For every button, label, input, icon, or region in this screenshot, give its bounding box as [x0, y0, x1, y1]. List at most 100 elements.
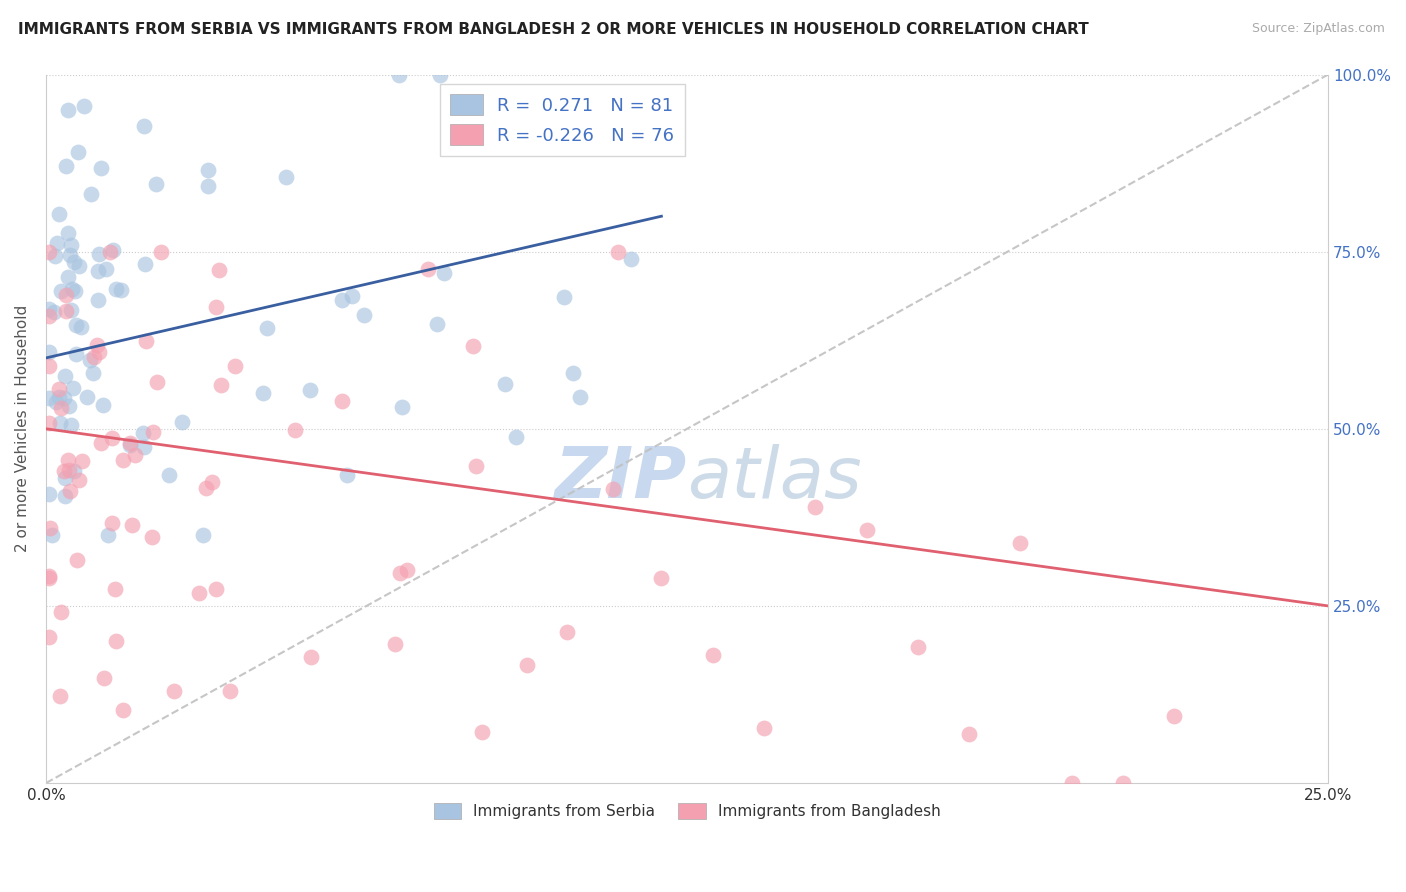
Point [111, 703, 134, 717]
Point [804, 500, 827, 514]
Point [55, 288, 77, 302]
Point [471, 725, 494, 739]
Point [208, 262, 231, 277]
Point [53, 471, 76, 485]
Point [256, 320, 278, 334]
Point [90, 161, 112, 175]
Point [187, 586, 209, 600]
Point [120, 438, 142, 452]
Point [38, 345, 60, 359]
Point [100, 431, 122, 445]
Point [49, 605, 72, 619]
Point [568, 390, 591, 404]
Point [70, 320, 93, 334]
Point [284, 423, 307, 437]
Point [60, 282, 83, 296]
Point [72, 99, 94, 113]
Point [1010, 536, 1032, 550]
Point [274, 169, 297, 184]
Point [135, 334, 157, 348]
Point [56, 270, 79, 285]
Point [51, 284, 73, 298]
Point [58, 226, 80, 240]
Point [48, 382, 70, 396]
Point [63, 285, 86, 299]
Point [48, 207, 70, 221]
Point [100, 516, 122, 530]
Point [205, 582, 228, 596]
Point [87, 293, 110, 307]
Point [606, 244, 628, 259]
Point [53, 368, 76, 383]
Point [90, 436, 112, 450]
Point [418, 262, 440, 277]
Point [86, 338, 108, 352]
Y-axis label: 2 or more Vehicles in Household: 2 or more Vehicles in Household [15, 305, 30, 552]
Point [602, 483, 624, 497]
Point [59, 303, 82, 318]
Point [957, 726, 980, 740]
Point [44, 248, 66, 262]
Point [561, 366, 583, 380]
Point [110, 283, 132, 297]
Point [204, 301, 226, 315]
Point [855, 523, 877, 537]
Point [494, 377, 516, 392]
Point [163, 684, 186, 698]
Point [134, 440, 156, 454]
Point [55, 304, 77, 318]
Point [112, 453, 135, 467]
Point [49, 401, 72, 416]
Point [38, 309, 60, 323]
Point [101, 244, 124, 258]
Point [38, 569, 60, 583]
Text: IMMIGRANTS FROM SERBIA VS IMMIGRANTS FROM BANGLADESH 2 OR MORE VEHICLES IN HOUSE: IMMIGRANTS FROM SERBIA VS IMMIGRANTS FRO… [18, 22, 1090, 37]
Point [59, 484, 82, 499]
Point [82, 366, 104, 380]
Point [553, 290, 575, 304]
Legend: Immigrants from Serbia, Immigrants from Bangladesh: Immigrants from Serbia, Immigrants from … [427, 797, 946, 825]
Point [252, 386, 274, 401]
Point [353, 308, 375, 322]
Point [907, 640, 929, 654]
Point [56, 453, 79, 467]
Point [38, 571, 60, 585]
Point [41, 528, 63, 542]
Point [516, 658, 538, 673]
Point [134, 257, 156, 271]
Point [340, 288, 363, 302]
Point [332, 293, 354, 308]
Point [62, 465, 84, 479]
Point [209, 378, 232, 392]
Point [87, 264, 110, 278]
Point [433, 266, 456, 280]
Point [124, 448, 146, 462]
Point [105, 282, 128, 296]
Point [219, 684, 242, 698]
Point [55, 160, 77, 174]
Point [170, 415, 193, 429]
Point [141, 530, 163, 544]
Point [201, 475, 224, 490]
Point [1112, 776, 1135, 790]
Point [105, 633, 128, 648]
Point [91, 398, 114, 412]
Point [79, 353, 101, 368]
Point [62, 381, 84, 395]
Point [53, 489, 76, 503]
Point [461, 339, 484, 353]
Point [48, 390, 70, 404]
Point [60, 237, 83, 252]
Point [191, 528, 214, 542]
Point [425, 317, 447, 331]
Point [465, 458, 488, 473]
Point [38, 359, 60, 373]
Point [45, 394, 67, 409]
Point [396, 563, 419, 577]
Point [38, 487, 60, 501]
Point [67, 259, 90, 273]
Point [65, 318, 87, 333]
Point [429, 68, 451, 82]
Point [97, 528, 120, 542]
Point [59, 418, 82, 433]
